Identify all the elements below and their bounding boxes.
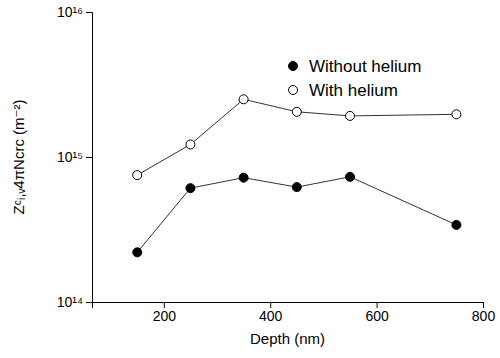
data-point — [292, 183, 301, 192]
data-point — [133, 171, 142, 180]
data-point — [239, 173, 248, 182]
chart: 20040060080010¹⁴10¹⁵10¹⁶Without heliumWi… — [0, 0, 500, 358]
x-tick-label: 200 — [153, 308, 177, 324]
y-tick-label: 10¹⁴ — [57, 294, 83, 310]
y-tick-mark — [86, 157, 92, 158]
y-tick: 10¹⁶ — [57, 4, 92, 20]
data-point — [133, 248, 142, 257]
legend-label: Without helium — [309, 57, 421, 76]
legend-label: With helium — [309, 81, 398, 100]
x-tick: 800 — [472, 302, 496, 324]
series-line — [137, 99, 456, 175]
legend-marker — [289, 62, 298, 71]
y-tick-mark — [86, 302, 92, 303]
x-tick-label: 800 — [472, 308, 496, 324]
y-axis: 10¹⁴ 10¹⁵ 10¹⁶ — [57, 4, 93, 310]
data-point — [186, 140, 195, 149]
data-point — [346, 111, 355, 120]
x-tick: 200 — [153, 302, 177, 324]
y-tick-label: 10¹⁶ — [57, 4, 83, 20]
y-tick-mark — [86, 12, 92, 13]
x-tick-label: 400 — [259, 308, 283, 324]
data-point — [452, 220, 461, 229]
legend-item: Without helium — [289, 57, 422, 76]
data-point — [452, 110, 461, 119]
data-marks — [133, 95, 461, 257]
y-axis-line — [86, 13, 93, 303]
x-axis-line — [93, 303, 484, 309]
data-point — [292, 107, 301, 116]
x-axis: 200 400 600 800 — [93, 302, 496, 324]
y-tick: 10¹⁵ — [57, 149, 92, 165]
legend-item: With helium — [289, 81, 398, 100]
y-axis-title: Zᶜᵢ,ᵥ4πNcrc (m⁻²) — [10, 100, 27, 215]
y-tick-label: 10¹⁵ — [57, 149, 83, 165]
data-point — [186, 184, 195, 193]
x-tick-label: 600 — [365, 308, 389, 324]
x-axis-title: Depth (nm) — [250, 330, 325, 347]
legend-marker — [289, 86, 298, 95]
x-tick: 400 — [259, 302, 283, 324]
legend: Without helium With helium — [289, 57, 422, 100]
y-tick: 10¹⁴ — [57, 294, 92, 310]
series-line — [137, 177, 456, 253]
data-point — [346, 172, 355, 181]
data-point — [239, 95, 248, 104]
x-tick: 600 — [365, 302, 389, 324]
plot: 20040060080010¹⁴10¹⁵10¹⁶Without heliumWi… — [57, 4, 496, 324]
